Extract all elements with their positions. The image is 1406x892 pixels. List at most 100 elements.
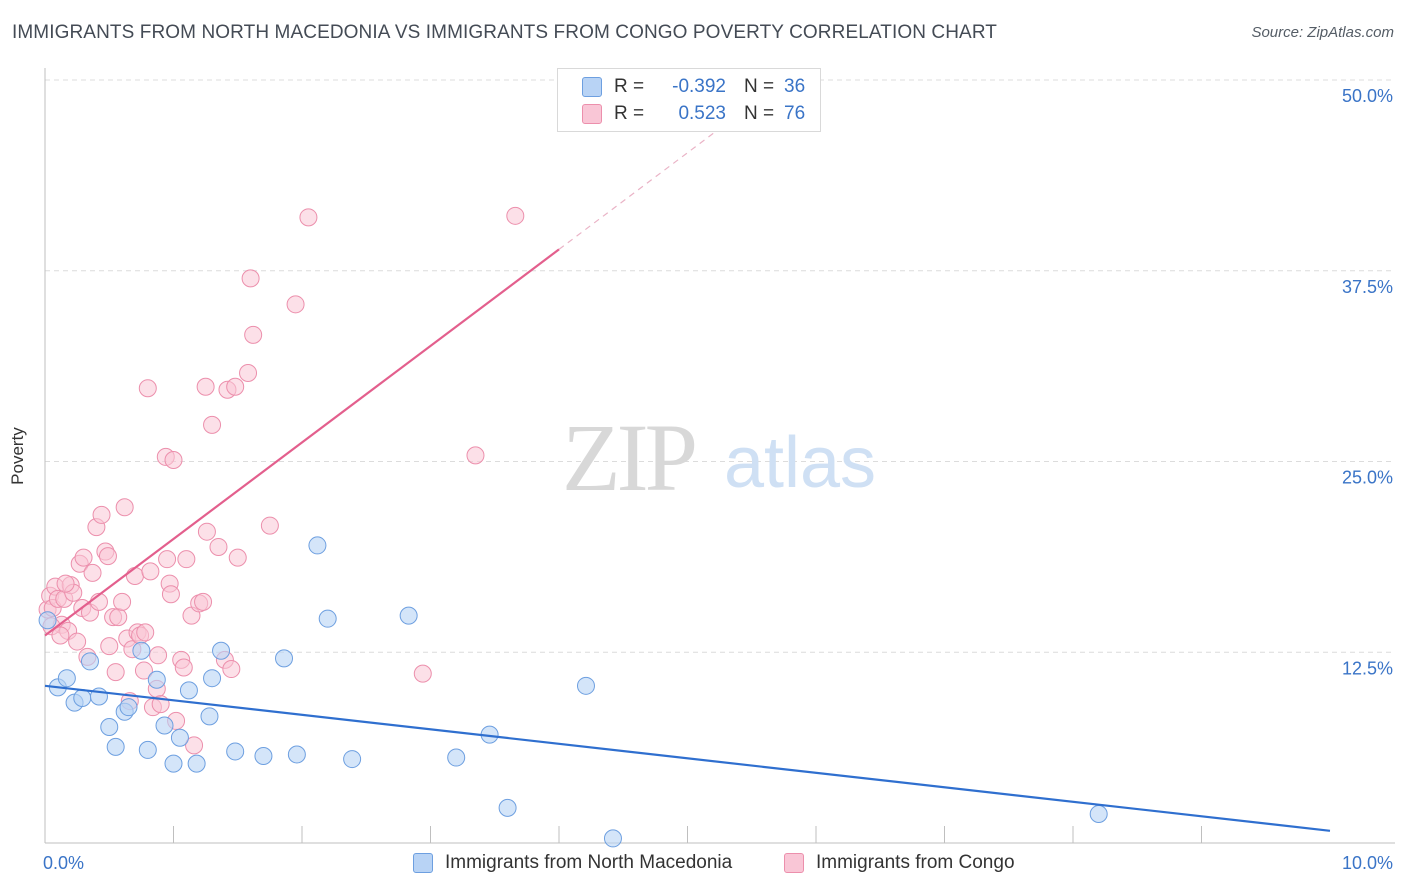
data-point-north-macedonia [447,748,466,767]
data-point-congo [244,325,263,344]
data-point-north-macedonia [100,718,119,737]
data-point-congo [74,548,93,567]
chart-title: IMMIGRANTS FROM NORTH MACEDONIA VS IMMIG… [12,22,998,43]
data-point-north-macedonia [200,707,219,726]
legend-item-north-macedonia: Immigrants from North Macedonia [413,852,732,874]
data-point-north-macedonia [399,606,418,625]
data-point-congo [185,736,204,755]
watermark-zip: ZIP [562,404,695,511]
y-tick-label: 25.0% [1342,468,1393,488]
legend-r-value: -0.392 [672,76,726,97]
series-legend: Immigrants from North Macedonia Immigran… [0,852,1406,878]
watermark-atlas: atlas [724,423,876,503]
legend-swatch-pink [582,104,602,124]
data-point-north-macedonia [343,750,362,769]
data-point-north-macedonia [187,754,206,773]
trend-line-north-macedonia [44,684,1331,832]
data-point-north-macedonia [132,641,151,660]
tick-labels: 12.5% 25.0% 37.5% 50.0% 0.0% 10.0% [43,86,1393,873]
y-tick-label: 37.5% [1342,277,1393,297]
data-point-congo [92,505,111,524]
data-point-congo [197,522,216,541]
legend-n-value: 36 [784,76,806,97]
legend-r-value: 0.523 [678,103,726,124]
series-congo-points [38,206,525,755]
trend-line-congo [44,248,560,637]
data-point-congo [51,626,70,645]
data-point-north-macedonia [38,611,57,630]
data-point-north-macedonia [318,609,337,628]
legend-n-label: N = [744,76,775,97]
data-point-congo [260,516,279,535]
y-axis-label: Poverty [8,427,27,485]
data-point-north-macedonia [203,669,222,688]
legend-label: Immigrants from Congo [816,852,1015,873]
data-point-congo [125,566,144,585]
data-point-congo [109,608,128,627]
data-point-north-macedonia [498,798,517,817]
axes [44,68,1395,844]
data-point-north-macedonia [147,670,166,689]
data-point-north-macedonia [275,649,294,668]
trend-line-congo-extension [558,132,714,250]
data-point-congo [177,550,196,569]
data-point-congo [83,563,102,582]
watermark: ZIP atlas [562,404,876,511]
legend-row-north-macedonia: R = -0.392 N = 36 [582,74,805,100]
data-point-congo [228,548,247,567]
data-point-congo [100,637,119,656]
x-tick-label: 10.0% [1342,853,1393,873]
trend-lines [44,132,1331,832]
data-point-north-macedonia [212,641,231,660]
source-label: Source: ZipAtlas.com [1251,24,1394,41]
data-point-congo [149,646,168,665]
legend-r-label: R = [614,103,645,124]
data-point-congo [134,661,153,680]
data-point-north-macedonia [119,698,138,717]
data-point-north-macedonia [106,737,125,756]
data-point-congo [56,574,75,593]
data-point-congo [115,498,134,517]
y-tick-label: 50.0% [1342,86,1393,106]
data-point-north-macedonia [308,536,327,555]
data-point-congo [241,269,260,288]
legend-item-congo: Immigrants from Congo [784,852,1015,874]
legend-swatch-blue [413,853,433,873]
data-point-congo [506,206,525,225]
y-tick-label: 12.5% [1342,658,1393,678]
data-point-north-macedonia [179,681,198,700]
data-point-congo [226,377,245,396]
data-point-congo [141,562,160,581]
correlation-legend: R = -0.392 N = 36 R = 0.523 N = 76 [557,68,821,132]
data-point-congo [138,379,157,398]
data-point-north-macedonia [73,689,92,708]
data-point-north-macedonia [80,652,99,671]
data-point-congo [164,450,183,469]
series-north-macedonia-points [38,536,1108,848]
data-point-north-macedonia [576,676,595,695]
legend-n-label: N = [744,103,775,124]
data-point-north-macedonia [1089,805,1108,824]
data-point-north-macedonia [57,669,76,688]
data-point-congo [196,377,215,396]
data-point-north-macedonia [170,728,189,747]
data-point-congo [466,446,485,465]
legend-swatch-pink [784,853,804,873]
data-point-congo [136,623,155,642]
legend-swatch-blue [582,77,602,97]
data-point-north-macedonia [226,742,245,761]
legend-r-label: R = [614,76,645,97]
legend-n-value: 76 [784,103,806,124]
data-point-north-macedonia [603,829,622,848]
data-point-north-macedonia [155,716,174,735]
data-point-congo [174,658,193,677]
data-point-congo [239,363,258,382]
data-point-congo [413,664,432,683]
data-point-congo [158,550,177,569]
data-point-north-macedonia [164,754,183,773]
data-point-north-macedonia [287,745,306,764]
data-point-congo [222,660,241,679]
data-point-north-macedonia [138,740,157,759]
legend-label: Immigrants from North Macedonia [445,852,733,873]
